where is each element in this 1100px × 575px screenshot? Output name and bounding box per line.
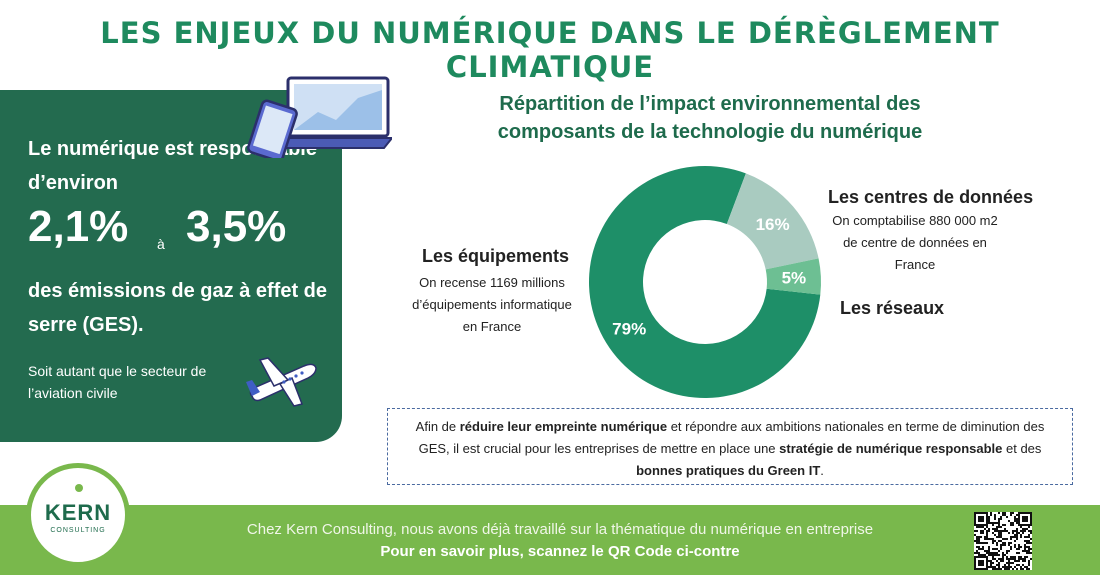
stat-high: 3,5% [186, 202, 287, 251]
donut-label-reseaux: 5% [782, 269, 807, 288]
footer-line-1: Chez Kern Consulting, nous avons déjà tr… [246, 521, 874, 538]
info-bold-1: réduire leur empreinte numérique [459, 419, 668, 434]
label-centres-title: Les centres de données [828, 187, 1034, 207]
footer-banner: Chez Kern Consulting, nous avons déjà tr… [0, 505, 1100, 575]
airplane-icon [246, 357, 317, 407]
info-bold-3: bonnes pratiques du Green IT [636, 463, 821, 478]
stats-note: Soit autant que le secteur de l’aviation… [28, 363, 207, 401]
donut-slice-centres [726, 173, 819, 270]
donut-slice-equipements [589, 166, 821, 398]
info-bold-2: stratégie de numérique responsable [779, 441, 1003, 456]
info-text-2: et répondre aux ambitions nationales en … [418, 419, 1045, 456]
kern-logo: KERN CONSULTING [26, 463, 130, 567]
label-equipements-text: On recense 1169 millions d’équipements i… [412, 275, 572, 334]
info-text-1: Afin de [415, 419, 460, 434]
page-title: LES ENJEUX DU NUMÉRIQUE DANS LE DÉRÈGLEM… [100, 16, 1000, 84]
donut-label-centres: 16% [756, 215, 790, 234]
footer-line-2: Pour en savoir plus, scannez le QR Code … [380, 543, 740, 560]
logo-name: KERN [44, 500, 112, 525]
stats-intro: Le numérique est responsable d’environ [28, 138, 317, 194]
label-equipements-title: Les équipements [422, 246, 570, 266]
stat-conjunction: à [157, 236, 165, 252]
stat-low: 2,1% [28, 202, 129, 251]
qr-code-icon[interactable] [974, 512, 1032, 570]
label-centres-text: On comptabilise 880 000 m2 de centre de … [832, 213, 998, 272]
laptop-phone-icon [247, 76, 392, 158]
info-text-4: . [820, 463, 824, 478]
donut-label-equipements: 79% [612, 320, 646, 339]
info-box: Afin de réduire leur empreinte numérique… [387, 408, 1073, 485]
stats-outro: des émissions de gaz à effet de serre (G… [28, 280, 327, 336]
chart-title: Répartition de l’impact environnemental … [497, 93, 923, 143]
label-reseaux-title: Les réseaux [840, 298, 945, 318]
logo-dot [75, 484, 83, 492]
info-text-3: et des [1002, 441, 1042, 456]
donut-chart: 79% 16% 5% [589, 166, 821, 398]
logo-subtitle: CONSULTING [50, 527, 106, 534]
donut-slice-reseaux [765, 258, 821, 295]
